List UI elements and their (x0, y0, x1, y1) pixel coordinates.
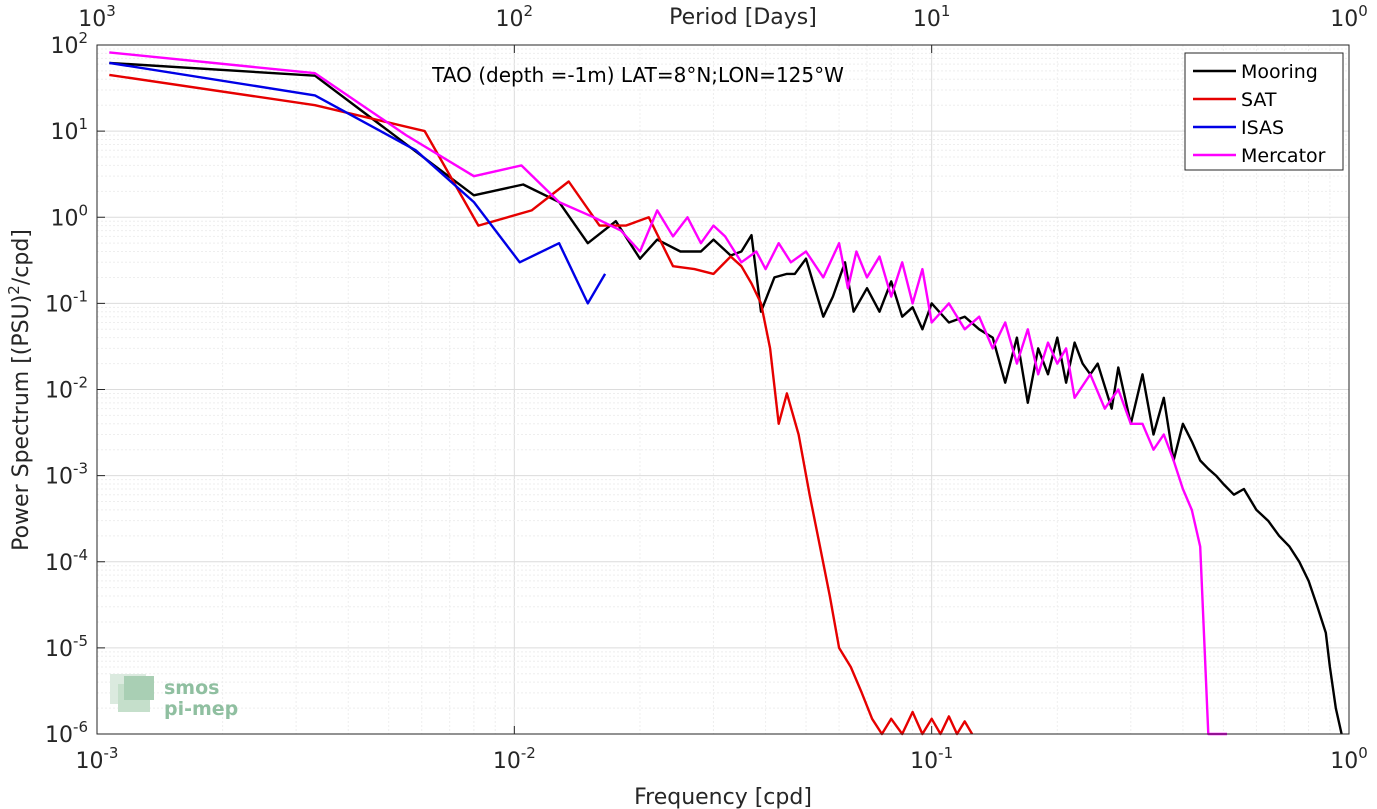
x-tick-label: 10-3 (76, 744, 119, 774)
top-axis-ticks: 103 102 101 100 (78, 2, 1368, 53)
logo-text-pimep: pi-mep (164, 698, 238, 720)
y-tick-label: 10-2 (45, 374, 88, 404)
top-tick-label: 101 (913, 2, 951, 32)
top-axis-label: Period [Days] (669, 5, 817, 30)
grid (96, 45, 1349, 735)
series-line-mooring (109, 61, 1343, 735)
smos-logo: smos pi-mep (110, 674, 238, 720)
x-axis-label: Frequency [cpd] (634, 785, 812, 809)
legend-label-mercator: Mercator (1241, 145, 1326, 167)
x-tick-label: 100 (1330, 744, 1368, 774)
legend-label-sat: SAT (1241, 89, 1277, 111)
logo-text-smos: smos (164, 677, 219, 699)
series-lines (109, 51, 1343, 736)
y-axis-ticks: 10-6 10-5 10-4 10-3 10-2 10-1 100 101 102 (45, 29, 105, 748)
y-tick-label: 10-1 (45, 287, 88, 317)
y-tick-label: 101 (50, 115, 88, 145)
top-tick-label: 100 (1330, 2, 1368, 32)
y-tick-label: 10-4 (45, 546, 88, 576)
y-tick-label: 10-6 (45, 718, 88, 748)
logo-block-front (124, 676, 154, 700)
series-line-isas (109, 61, 607, 305)
legend-label-mooring: Mooring (1241, 61, 1318, 83)
legend-label-isas: ISAS (1241, 117, 1284, 139)
y-tick-label: 100 (50, 201, 88, 231)
legend: Mooring SAT ISAS Mercator (1184, 52, 1344, 171)
y-tick-label: 102 (50, 29, 88, 59)
series-line-mercator (109, 51, 1227, 736)
chart-title: TAO (depth =-1m) LAT=8°N;LON=125°W (431, 63, 844, 87)
y-tick-label: 10-5 (45, 632, 88, 662)
y-tick-label: 10-3 (45, 460, 88, 490)
x-tick-label: 10-1 (910, 744, 953, 774)
y-axis-label: Power Spectrum [(PSU)2/cpd] (5, 229, 34, 551)
series-line-sat (109, 73, 974, 736)
legend-box (1184, 52, 1344, 171)
top-tick-label: 103 (78, 2, 116, 32)
top-tick-label: 102 (496, 2, 534, 32)
x-tick-label: 10-2 (493, 744, 536, 774)
x-axis-ticks: 10-3 10-2 10-1 100 (76, 726, 1368, 774)
